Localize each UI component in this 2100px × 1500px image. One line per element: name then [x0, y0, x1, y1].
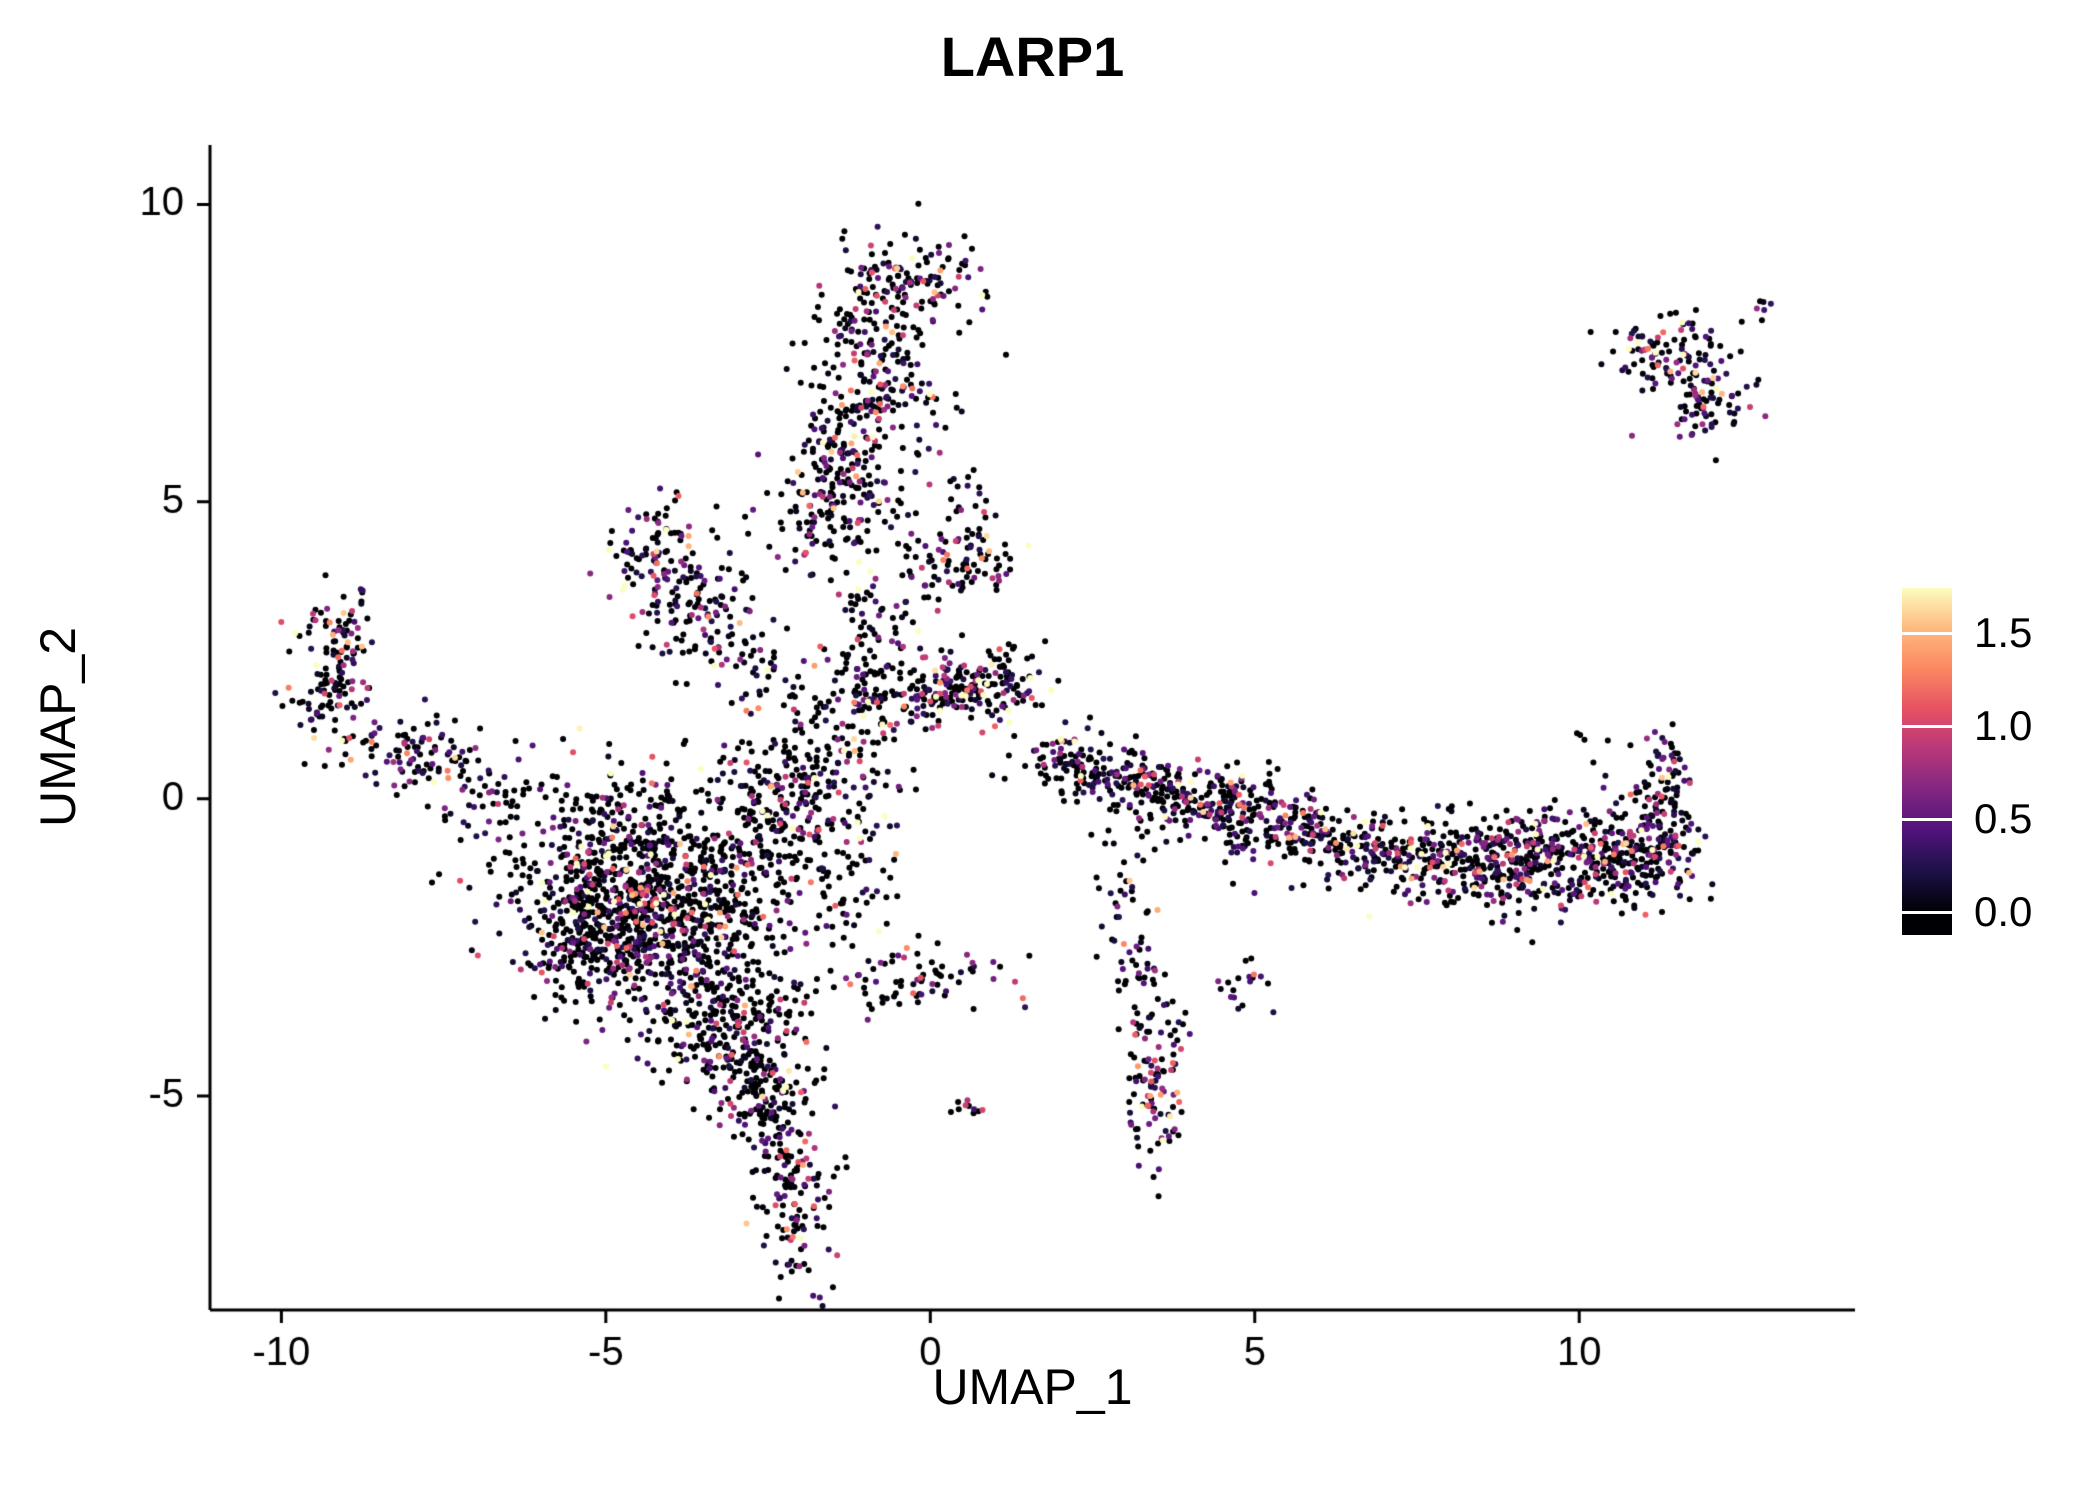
x-axis-title: UMAP_1 [932, 1359, 1133, 1415]
chart-title: LARP1 [940, 25, 1125, 88]
y-axis-title: UMAP_2 [30, 626, 86, 828]
